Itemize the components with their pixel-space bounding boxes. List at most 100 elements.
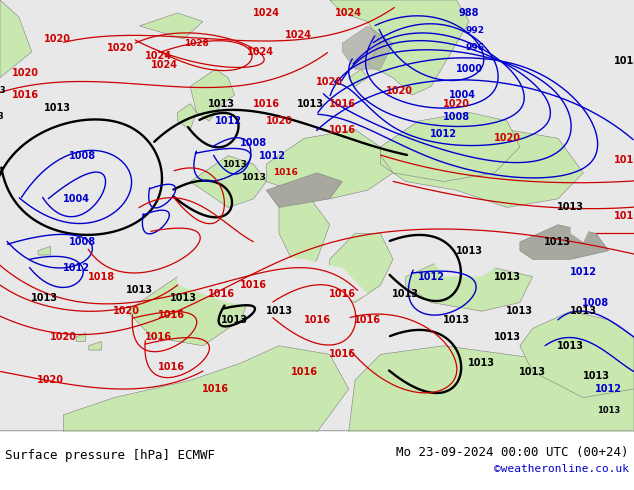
Polygon shape bbox=[63, 346, 349, 432]
Polygon shape bbox=[349, 346, 634, 432]
Polygon shape bbox=[520, 225, 609, 259]
Text: 1016: 1016 bbox=[291, 367, 318, 377]
Text: 1012: 1012 bbox=[430, 129, 457, 139]
Polygon shape bbox=[266, 130, 393, 199]
Text: 1016: 1016 bbox=[253, 98, 280, 109]
Text: 1013: 1013 bbox=[443, 315, 470, 325]
Text: 3: 3 bbox=[0, 112, 3, 121]
Text: 1012: 1012 bbox=[259, 150, 286, 161]
Text: 1024: 1024 bbox=[285, 29, 311, 40]
Text: 1020: 1020 bbox=[494, 133, 521, 143]
Text: 1016: 1016 bbox=[354, 315, 381, 325]
Text: 992: 992 bbox=[466, 26, 485, 35]
Text: 1013: 1013 bbox=[456, 245, 482, 256]
Text: 1013: 1013 bbox=[392, 289, 419, 299]
Text: 1013: 1013 bbox=[557, 202, 584, 213]
Text: 1016: 1016 bbox=[273, 169, 298, 177]
Text: 1013: 1013 bbox=[31, 293, 58, 303]
Text: 1016: 1016 bbox=[329, 289, 356, 299]
Text: 1012: 1012 bbox=[215, 116, 242, 126]
Polygon shape bbox=[178, 104, 197, 130]
Polygon shape bbox=[520, 311, 634, 397]
Polygon shape bbox=[127, 268, 254, 346]
Text: 1016: 1016 bbox=[329, 98, 356, 109]
Text: Surface pressure [hPa] ECMWF: Surface pressure [hPa] ECMWF bbox=[5, 449, 215, 462]
Text: 1013: 1013 bbox=[545, 237, 571, 247]
Text: 1013: 1013 bbox=[494, 271, 521, 282]
Text: 1020: 1020 bbox=[107, 43, 134, 52]
Text: 1020: 1020 bbox=[386, 86, 413, 96]
Text: 1012: 1012 bbox=[63, 263, 89, 273]
Text: 1016: 1016 bbox=[329, 124, 356, 135]
Polygon shape bbox=[330, 233, 393, 302]
Polygon shape bbox=[431, 233, 507, 276]
Text: 1016: 1016 bbox=[329, 349, 356, 359]
Text: 1013: 1013 bbox=[507, 306, 533, 316]
Text: 1013: 1013 bbox=[171, 293, 197, 303]
Polygon shape bbox=[571, 207, 596, 242]
Text: 1018: 1018 bbox=[88, 271, 115, 282]
Text: 1008: 1008 bbox=[583, 297, 609, 308]
Text: 1012: 1012 bbox=[595, 384, 622, 394]
Polygon shape bbox=[178, 251, 368, 311]
Text: 1016: 1016 bbox=[158, 311, 184, 320]
Text: 1020: 1020 bbox=[113, 306, 140, 316]
Text: 1024: 1024 bbox=[253, 8, 280, 18]
Text: 1024: 1024 bbox=[152, 60, 178, 70]
Text: 1012: 1012 bbox=[418, 271, 444, 282]
Text: 1013: 1013 bbox=[44, 103, 70, 113]
Text: 1016: 1016 bbox=[145, 332, 172, 342]
Text: ©weatheronline.co.uk: ©weatheronline.co.uk bbox=[494, 464, 629, 474]
Text: 1008: 1008 bbox=[240, 138, 267, 147]
Text: 1013: 1013 bbox=[222, 160, 247, 169]
Text: 1024: 1024 bbox=[335, 8, 362, 18]
Text: 1004: 1004 bbox=[63, 194, 89, 204]
Text: 1020: 1020 bbox=[50, 332, 77, 342]
Text: 1016: 1016 bbox=[158, 362, 184, 372]
Text: 1008: 1008 bbox=[443, 112, 470, 122]
Text: 1013: 1013 bbox=[126, 285, 153, 294]
Text: 1020: 1020 bbox=[316, 77, 343, 87]
Text: 1000: 1000 bbox=[456, 64, 482, 74]
Text: 1013: 1013 bbox=[209, 98, 235, 109]
Text: 1013: 1013 bbox=[241, 172, 266, 182]
Text: 1013: 1013 bbox=[469, 358, 495, 368]
Polygon shape bbox=[380, 121, 583, 207]
Text: 1013: 1013 bbox=[597, 406, 620, 415]
Text: 1020: 1020 bbox=[44, 34, 70, 44]
Text: 1016: 1016 bbox=[209, 289, 235, 299]
Polygon shape bbox=[190, 156, 266, 207]
Polygon shape bbox=[406, 259, 533, 311]
Text: 1028: 1028 bbox=[184, 39, 209, 48]
Text: 1024: 1024 bbox=[145, 51, 172, 61]
Text: Mo 23-09-2024 00:00 UTC (00+24): Mo 23-09-2024 00:00 UTC (00+24) bbox=[396, 446, 629, 459]
Text: 1016: 1016 bbox=[12, 90, 39, 100]
Polygon shape bbox=[0, 0, 32, 78]
Text: 1013: 1013 bbox=[221, 315, 248, 325]
Text: 1012: 1012 bbox=[570, 267, 597, 277]
Text: 1008: 1008 bbox=[69, 237, 96, 247]
Text: 1013: 1013 bbox=[266, 306, 292, 316]
Polygon shape bbox=[190, 69, 235, 121]
Text: 1020: 1020 bbox=[37, 375, 64, 385]
Polygon shape bbox=[380, 112, 520, 181]
Text: 1013: 1013 bbox=[614, 55, 634, 66]
Text: 1013: 1013 bbox=[583, 371, 609, 381]
Polygon shape bbox=[279, 190, 330, 276]
Text: 1016: 1016 bbox=[304, 315, 330, 325]
Text: 1024: 1024 bbox=[247, 47, 273, 57]
Text: 996: 996 bbox=[466, 43, 485, 52]
Text: 1013: 1013 bbox=[519, 367, 546, 377]
Text: 1016: 1016 bbox=[614, 211, 634, 221]
Polygon shape bbox=[139, 13, 203, 39]
Polygon shape bbox=[89, 342, 101, 350]
Text: 1016: 1016 bbox=[202, 384, 229, 394]
Polygon shape bbox=[349, 69, 368, 86]
Polygon shape bbox=[266, 173, 342, 207]
Text: 1013: 1013 bbox=[297, 98, 324, 109]
Text: 1020: 1020 bbox=[12, 69, 39, 78]
Text: 1008: 1008 bbox=[69, 150, 96, 161]
Text: 1004: 1004 bbox=[450, 90, 476, 100]
Text: 1016: 1016 bbox=[614, 155, 634, 165]
Text: 988: 988 bbox=[459, 8, 479, 18]
